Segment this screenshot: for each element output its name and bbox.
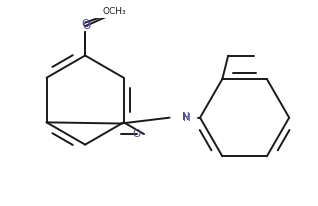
Text: N: N	[182, 112, 190, 122]
Text: O: O	[132, 129, 141, 139]
Text: H: H	[183, 113, 191, 123]
Text: O: O	[82, 21, 90, 32]
Text: O: O	[81, 19, 89, 29]
Text: OCH₃: OCH₃	[103, 7, 126, 16]
